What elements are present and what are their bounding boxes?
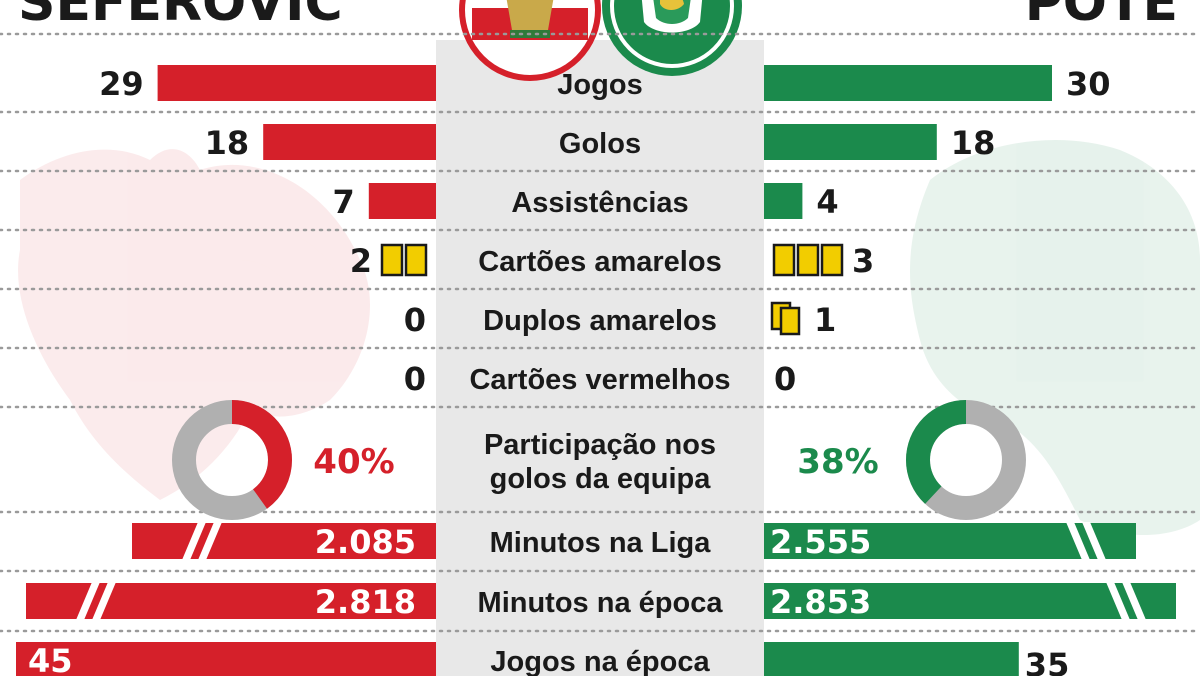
yellow-card-icon xyxy=(796,243,820,277)
value-right-jogos-na-epoca: 35 xyxy=(1025,646,1070,676)
value-left-cartoes-amarelos: 2 xyxy=(350,242,372,280)
bar-right-golos xyxy=(764,124,937,160)
value-left-cartoes-vermelhos: 0 xyxy=(404,360,426,398)
donut-right xyxy=(906,400,1026,520)
value-left-assistencias: 7 xyxy=(333,183,355,221)
value-right-golos: 18 xyxy=(951,124,996,162)
value-right-minutos-na-liga: 2.555 xyxy=(770,523,871,561)
value-left-jogos: 29 xyxy=(99,65,144,103)
category-label-minutos-na-liga: Minutos na Liga xyxy=(490,527,712,559)
category-label-minutos-na-epoca: Minutos na época xyxy=(478,587,724,619)
bar-left-jogos-na-epoca xyxy=(16,642,436,676)
lion-watermark-icon xyxy=(910,140,1200,535)
category-label-jogos: Jogos xyxy=(557,69,642,101)
category-label-cartoes-vermelhos: Cartões vermelhos xyxy=(469,364,730,396)
bar-right-jogos xyxy=(764,65,1052,101)
broken-bar-left-minutos-na-liga xyxy=(132,522,436,560)
double-yellow-card-icon xyxy=(770,301,801,336)
yellow-card-icon xyxy=(404,243,428,277)
value-right-cartoes-vermelhos: 0 xyxy=(774,360,796,398)
row-cartoes-vermelhos: Cartões vermelhos 0 0 xyxy=(404,360,797,398)
value-left-duplos-amarelos: 0 xyxy=(404,301,426,339)
value-left-golos: 18 xyxy=(205,124,250,162)
value-right-participacao-nos-golos-da-equipa: 38% xyxy=(797,442,878,482)
broken-bar-left-minutos-na-epoca xyxy=(26,582,436,620)
bar-right-assistencias xyxy=(764,183,803,219)
yellow-card-icon xyxy=(772,243,796,277)
category-label-golos: Golos xyxy=(559,128,641,160)
broken-bar-right-minutos-na-liga xyxy=(764,522,1136,560)
row-duplos-amarelos: Duplos amarelos 0 1 xyxy=(404,301,837,339)
bar-left-jogos xyxy=(157,65,436,101)
category-label-assistencias: Assistências xyxy=(511,187,688,219)
bar-left-assistencias xyxy=(368,183,436,219)
donut-share-left xyxy=(172,400,292,520)
category-label-duplos-amarelos: Duplos amarelos xyxy=(483,305,717,337)
category-label-participacao-nos-golos-da-equipa: Participação nos xyxy=(484,429,716,461)
bar-right-jogos-na-epoca xyxy=(764,642,1019,676)
donut-left xyxy=(172,400,292,520)
row-jogos-na-epoca: Jogos na época 45 35 xyxy=(16,642,1069,676)
value-right-assistencias: 4 xyxy=(816,183,838,221)
benfica-crest-icon xyxy=(459,0,601,81)
donut-share-right xyxy=(906,400,1026,520)
bar-left-golos xyxy=(263,124,436,160)
right-player-name: POTE xyxy=(1025,0,1178,33)
value-left-jogos-na-epoca: 45 xyxy=(28,642,73,676)
broken-bar-right-minutos-na-epoca xyxy=(764,582,1176,620)
row-jogos: Jogos 29 30 xyxy=(99,65,1111,103)
category-label-jogos-na-epoca: Jogos na época xyxy=(490,646,710,676)
value-left-minutos-na-epoca: 2.818 xyxy=(315,583,416,621)
category-label-participacao-nos-golos-da-equipa: golos da equipa xyxy=(490,463,712,495)
value-right-duplos-amarelos: 1 xyxy=(814,301,836,339)
row-cartoes-amarelos: Cartões amarelos 2 3 xyxy=(350,242,875,280)
value-right-cartoes-amarelos: 3 xyxy=(852,242,874,280)
value-right-minutos-na-epoca: 2.853 xyxy=(770,583,871,621)
row-minutos-na-epoca: Minutos na época 2.818 2.853 xyxy=(26,582,1176,621)
yellow-card-icon xyxy=(380,243,404,277)
row-assistencias: Assistências 7 4 xyxy=(333,183,839,221)
eagle-watermark-icon xyxy=(18,149,370,500)
value-right-jogos: 30 xyxy=(1066,65,1111,103)
category-label-cartoes-amarelos: Cartões amarelos xyxy=(478,246,721,278)
value-left-participacao-nos-golos-da-equipa: 40% xyxy=(313,442,394,482)
left-player-name: SEFEROVIC xyxy=(18,0,343,33)
yellow-card-icon xyxy=(820,243,844,277)
value-left-minutos-na-liga: 2.085 xyxy=(315,523,416,561)
row-golos: Golos 18 18 xyxy=(205,124,996,162)
sporting-crest-icon xyxy=(602,0,742,76)
row-minutos-na-liga: Minutos na Liga 2.085 2.555 xyxy=(132,522,1136,561)
